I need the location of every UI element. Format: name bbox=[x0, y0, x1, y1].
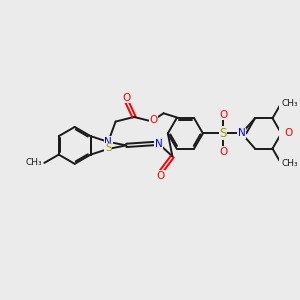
Text: S: S bbox=[105, 143, 112, 154]
Text: CH₃: CH₃ bbox=[282, 159, 298, 168]
Text: O: O bbox=[122, 93, 131, 103]
Text: O: O bbox=[219, 147, 227, 157]
Text: O: O bbox=[284, 128, 292, 138]
Text: O: O bbox=[219, 147, 227, 157]
Text: CH₃: CH₃ bbox=[282, 99, 298, 108]
Text: S: S bbox=[105, 143, 112, 154]
Text: S: S bbox=[220, 127, 227, 140]
Text: N: N bbox=[104, 137, 112, 147]
Text: O: O bbox=[156, 171, 165, 181]
Text: CH₃: CH₃ bbox=[26, 158, 43, 167]
Text: O: O bbox=[150, 115, 158, 125]
Text: S: S bbox=[220, 127, 227, 140]
Text: O: O bbox=[219, 110, 227, 120]
Text: O: O bbox=[219, 110, 227, 120]
Text: O: O bbox=[284, 128, 292, 138]
Text: N: N bbox=[238, 128, 245, 138]
Text: N: N bbox=[155, 139, 163, 148]
Text: N: N bbox=[238, 128, 245, 138]
Text: N: N bbox=[104, 137, 112, 147]
